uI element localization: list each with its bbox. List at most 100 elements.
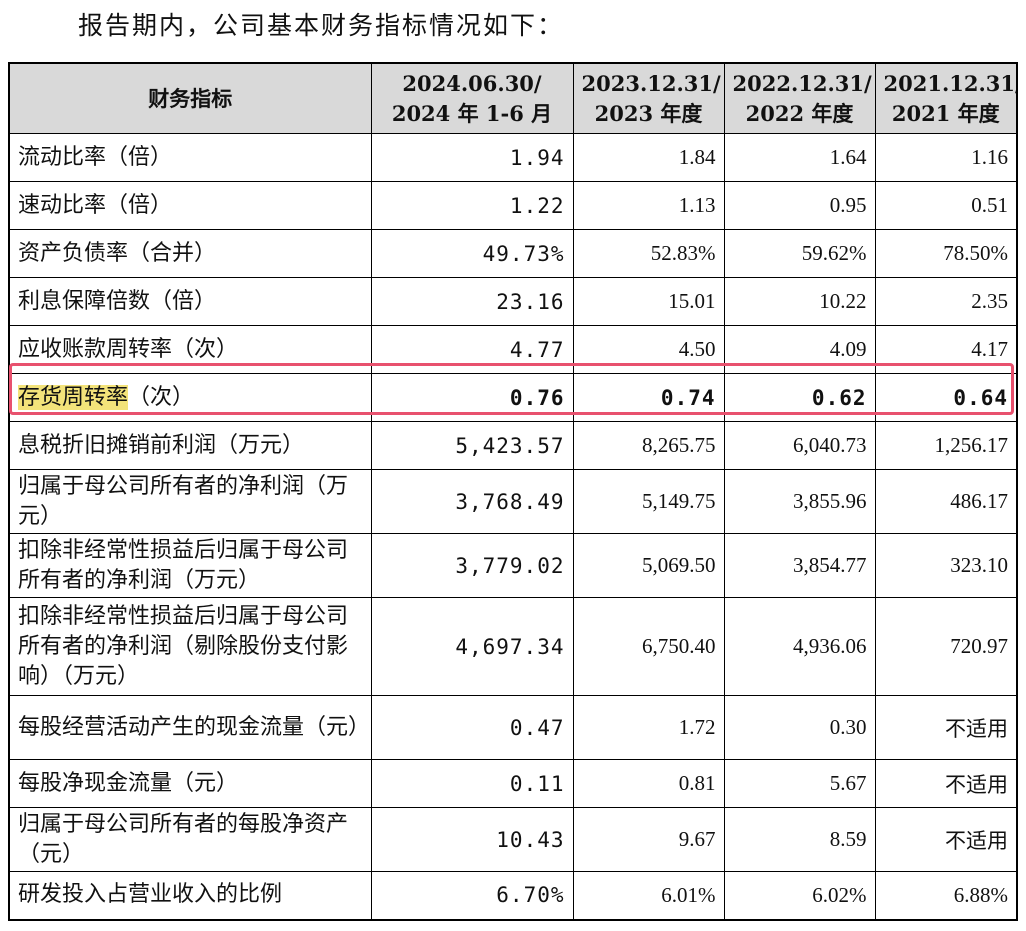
value-2023: 0.81 [572,759,725,808]
row-label: 每股经营活动产生的现金流量（元） [8,695,372,760]
value-2022: 0.62 [723,373,876,422]
value-2023: 1.72 [572,695,725,760]
value-2021: 不适用 [874,695,1018,760]
value-2022: 3,854.77 [723,533,876,598]
row-label: 利息保障倍数（倍） [8,277,372,326]
value-2024h1: 6.70% [370,871,574,920]
value-2022: 59.62% [723,229,876,278]
row-label: 每股净现金流量（元） [8,759,372,808]
value-2021: 不适用 [874,807,1018,872]
value-2021: 323.10 [874,533,1018,598]
value-2024h1: 0.47 [370,695,574,760]
value-2023: 52.83% [572,229,725,278]
value-2023: 5,149.75 [572,469,725,534]
row-label: 息税折旧摊销前利润（万元） [8,421,372,470]
value-2021: 720.97 [874,597,1018,696]
value-2022: 10.22 [723,277,876,326]
value-2022: 5.67 [723,759,876,808]
header-2024h1: 2024.06.30/2024 年 1-6 月 [370,62,574,134]
table-row-highlighted: 存货周转率（次） 0.76 0.74 0.62 0.64 [8,373,1018,422]
header-indicator: 财务指标 [8,62,372,134]
value-2024h1: 23.16 [370,277,574,326]
table-row: 扣除非经常性损益后归属于母公司所有者的净利润（剔除股份支付影响）（万元） 4,6… [8,597,1018,696]
value-2024h1: 5,423.57 [370,421,574,470]
value-2023: 15.01 [572,277,725,326]
header-2023-line1: 2023.12.31/ [581,70,721,96]
value-2022: 1.64 [723,133,876,182]
header-2021-line2: 2021 年度 [891,100,1000,126]
value-2022: 6.02% [723,871,876,920]
row-label: 速动比率（倍） [8,181,372,230]
value-2022: 0.30 [723,695,876,760]
row-label: 资产负债率（合并） [8,229,372,278]
row-label: 研发投入占营业收入的比例 [8,871,372,920]
value-2021: 0.51 [874,181,1018,230]
table-row: 应收账款周转率（次） 4.77 4.50 4.09 4.17 [8,325,1018,374]
value-2021: 6.88% [874,871,1018,920]
table-row: 每股净现金流量（元） 0.11 0.81 5.67 不适用 [8,759,1018,808]
highlighted-text: 存货周转率 [18,384,129,410]
row-label: 扣除非经常性损益后归属于母公司所有者的净利润（万元） [8,533,372,598]
value-2024h1: 10.43 [370,807,574,872]
value-2023: 1.13 [572,181,725,230]
table-row: 利息保障倍数（倍） 23.16 15.01 10.22 2.35 [8,277,1018,326]
value-2022: 0.95 [723,181,876,230]
row-label: 归属于母公司所有者的净利润（万元） [8,469,372,534]
value-2023: 4.50 [572,325,725,374]
value-2022: 8.59 [723,807,876,872]
table-row: 息税折旧摊销前利润（万元） 5,423.57 8,265.75 6,040.73… [8,421,1018,470]
value-2023: 5,069.50 [572,533,725,598]
financial-indicators-table: 财务指标 2024.06.30/2024 年 1-6 月 2023.12.31/… [8,62,1018,921]
value-2023: 9.67 [572,807,725,872]
value-2022: 6,040.73 [723,421,876,470]
value-2022: 4.09 [723,325,876,374]
header-2022: 2022.12.31/2022 年度 [723,62,876,134]
value-2024h1: 49.73% [370,229,574,278]
header-2023: 2023.12.31/2023 年度 [572,62,725,134]
table-row: 扣除非经常性损益后归属于母公司所有者的净利润（万元） 3,779.02 5,06… [8,533,1018,598]
value-2024h1: 0.76 [370,373,574,422]
row-label-suffix: （次） [128,384,195,410]
header-2021-line1: 2021.12.31/ [883,70,1017,96]
value-2022: 4,936.06 [723,597,876,696]
value-2023: 6.01% [572,871,725,920]
row-label: 流动比率（倍） [8,133,372,182]
value-2021: 1.16 [874,133,1018,182]
value-2024h1: 4.77 [370,325,574,374]
value-2021: 1,256.17 [874,421,1018,470]
header-2022-line2: 2022 年度 [745,100,854,126]
value-2023: 0.74 [572,373,725,422]
table-row: 归属于母公司所有者的净利润（万元） 3,768.49 5,149.75 3,85… [8,469,1018,534]
row-label: 扣除非经常性损益后归属于母公司所有者的净利润（剔除股份支付影响）（万元） [8,597,372,696]
header-2024h1-line1: 2024.06.30/ [402,70,542,96]
row-label: 存货周转率（次） [8,373,372,422]
row-label: 应收账款周转率（次） [8,325,372,374]
value-2024h1: 3,768.49 [370,469,574,534]
value-2021: 486.17 [874,469,1018,534]
value-2021: 4.17 [874,325,1018,374]
value-2023: 6,750.40 [572,597,725,696]
value-2021: 不适用 [874,759,1018,808]
table-header-row: 财务指标 2024.06.30/2024 年 1-6 月 2023.12.31/… [8,62,1018,134]
header-2021: 2021.12.31/2021 年度 [874,62,1018,134]
value-2021: 0.64 [874,373,1018,422]
header-2023-line2: 2023 年度 [594,100,703,126]
value-2024h1: 1.22 [370,181,574,230]
header-2024h1-line2: 2024 年 1-6 月 [391,100,553,126]
value-2024h1: 1.94 [370,133,574,182]
value-2023: 1.84 [572,133,725,182]
table-row: 速动比率（倍） 1.22 1.13 0.95 0.51 [8,181,1018,230]
table-row: 流动比率（倍） 1.94 1.84 1.64 1.16 [8,133,1018,182]
value-2023: 8,265.75 [572,421,725,470]
value-2024h1: 4,697.34 [370,597,574,696]
value-2024h1: 0.11 [370,759,574,808]
intro-text: 报告期内，公司基本财务指标情况如下： [78,11,565,40]
value-2024h1: 3,779.02 [370,533,574,598]
value-2022: 3,855.96 [723,469,876,534]
table-row: 研发投入占营业收入的比例 6.70% 6.01% 6.02% 6.88% [8,871,1018,920]
table-row: 资产负债率（合并） 49.73% 52.83% 59.62% 78.50% [8,229,1018,278]
header-2022-line1: 2022.12.31/ [732,70,872,96]
table-row: 每股经营活动产生的现金流量（元） 0.47 1.72 0.30 不适用 [8,695,1018,760]
table-row: 归属于母公司所有者的每股净资产（元） 10.43 9.67 8.59 不适用 [8,807,1018,872]
value-2021: 2.35 [874,277,1018,326]
